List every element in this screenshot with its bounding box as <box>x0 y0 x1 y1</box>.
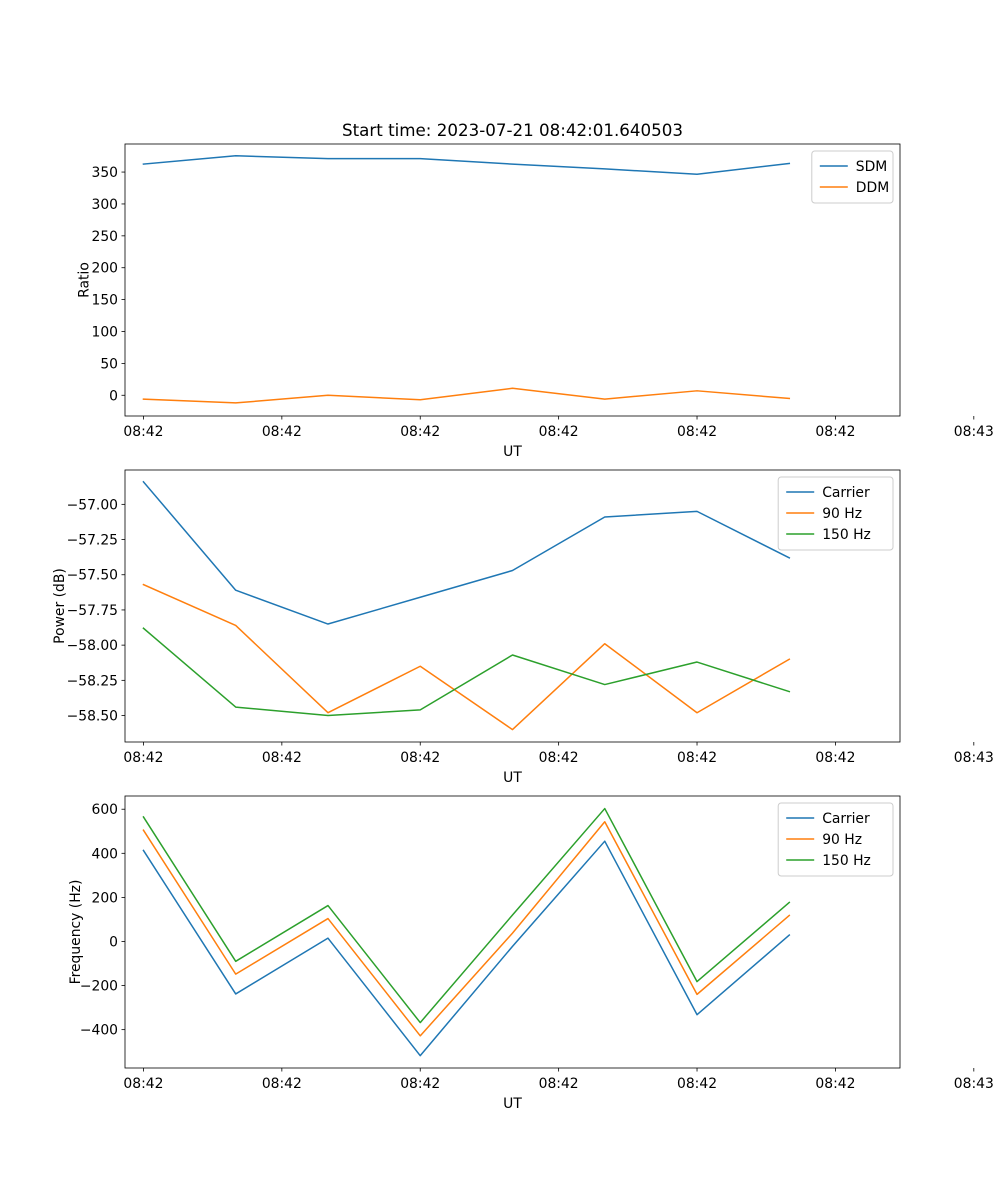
y-tick-label: −58.25 <box>67 673 118 689</box>
figure-title: Start time: 2023-07-21 08:42:01.640503 <box>342 120 683 140</box>
x-tick-label: 08:42 <box>262 424 302 440</box>
y-tick-label: 350 <box>91 165 118 181</box>
x-tick-label: 08:42 <box>677 750 717 766</box>
y-tick-label: −57.00 <box>67 497 118 513</box>
legend-label: 90 Hz <box>822 506 862 522</box>
legend-box <box>777 476 894 551</box>
x-axis-label: UT <box>503 1096 522 1112</box>
y-tick-label: −57.75 <box>67 603 118 619</box>
y-tick-label: 200 <box>91 261 118 277</box>
x-tick-label: 08:42 <box>123 750 163 766</box>
y-tick-label: −57.50 <box>67 568 118 584</box>
y-tick-label: −58.50 <box>67 709 118 725</box>
x-tick-label: 08:42 <box>539 750 579 766</box>
legend-box <box>777 802 894 877</box>
x-tick-label: 08:42 <box>400 750 440 766</box>
y-tick-label: 150 <box>91 293 118 309</box>
series-line-150-hz <box>142 627 791 717</box>
series-line-90-hz <box>142 583 791 731</box>
series-line-carrier <box>142 480 791 625</box>
x-tick-label: 08:42 <box>815 1076 855 1092</box>
x-tick-label: 08:43 <box>954 1076 994 1092</box>
legend-label: 90 Hz <box>822 832 862 848</box>
x-tick-label: 08:42 <box>677 1076 717 1092</box>
legend-label: SDM <box>856 159 888 175</box>
series-line-90-hz <box>142 821 791 1037</box>
legend-box <box>811 150 894 204</box>
series-line-sdm <box>142 155 791 176</box>
y-tick-label: 400 <box>91 846 118 862</box>
y-tick-label: 250 <box>91 229 118 245</box>
legend-label: Carrier <box>822 811 870 827</box>
legend-label: DDM <box>856 180 889 196</box>
x-tick-label: 08:42 <box>123 424 163 440</box>
x-axis-label: UT <box>503 444 522 460</box>
axes-frame <box>124 143 901 417</box>
y-tick-label: −58.00 <box>67 638 118 654</box>
x-tick-label: 08:42 <box>123 1076 163 1092</box>
x-tick-label: 08:42 <box>815 424 855 440</box>
y-tick-label: 200 <box>91 890 118 906</box>
y-tick-label: −200 <box>80 979 118 995</box>
legend-label: 150 Hz <box>822 527 871 543</box>
y-tick-label: 600 <box>91 802 118 818</box>
x-tick-label: 08:42 <box>677 424 717 440</box>
x-tick-label: 08:42 <box>262 750 302 766</box>
legend-label: Carrier <box>822 485 870 501</box>
series-line-ddm <box>142 387 791 404</box>
y-tick-label: 300 <box>91 197 118 213</box>
y-tick-label: −57.25 <box>67 533 118 549</box>
axes-frame <box>124 469 901 743</box>
x-tick-label: 08:42 <box>400 1076 440 1092</box>
x-tick-label: 08:42 <box>539 424 579 440</box>
y-axis-label: Frequency (Hz) <box>68 880 84 985</box>
panels: 08:42 08:42 08:42 08:42 08:42 08:42 08:43 0 50 10… <box>52 143 994 1112</box>
legend-label: 150 Hz <box>822 853 871 869</box>
x-tick-label: 08:42 <box>400 424 440 440</box>
panel-ratio: 08:42 08:42 08:42 08:42 08:42 08:42 08:43 0 50 10… <box>76 143 994 460</box>
axes-frame <box>124 795 901 1069</box>
x-axis-label: UT <box>503 770 522 786</box>
y-tick-label: 50 <box>100 356 118 372</box>
x-tick-label: 08:42 <box>815 750 855 766</box>
panel-power: 08:42 08:42 08:42 08:42 08:42 08:42 08:43 −57.0… <box>52 469 994 786</box>
y-tick-label: −400 <box>80 1023 118 1039</box>
panel-frequency: 08:42 08:42 08:42 08:42 08:42 08:42 08:43 −400 −… <box>68 795 994 1112</box>
y-tick-label: 0 <box>109 388 118 404</box>
y-tick-label: 0 <box>109 934 118 950</box>
series-line-150-hz <box>142 807 791 1024</box>
x-tick-label: 08:42 <box>539 1076 579 1092</box>
y-tick-label: 100 <box>91 324 118 340</box>
series-line-carrier <box>142 840 791 1057</box>
x-tick-label: 08:43 <box>954 424 994 440</box>
y-axis-label: Ratio <box>76 262 92 298</box>
x-tick-label: 08:42 <box>262 1076 302 1092</box>
x-tick-label: 08:43 <box>954 750 994 766</box>
y-axis-label: Power (dB) <box>52 568 68 644</box>
